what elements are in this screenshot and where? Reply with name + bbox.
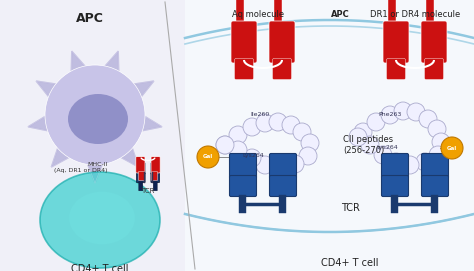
FancyBboxPatch shape (138, 172, 145, 180)
Circle shape (441, 137, 463, 159)
Circle shape (419, 110, 437, 128)
Circle shape (407, 103, 425, 121)
Text: APC: APC (76, 12, 104, 25)
FancyBboxPatch shape (229, 153, 256, 179)
Ellipse shape (40, 172, 160, 268)
FancyBboxPatch shape (139, 182, 143, 191)
Bar (431, 195, 438, 213)
Text: MHC-II
(Aq, DR1 or DR4): MHC-II (Aq, DR1 or DR4) (55, 162, 108, 173)
Circle shape (401, 156, 419, 174)
Ellipse shape (45, 65, 145, 165)
Text: Aq molecule: Aq molecule (232, 10, 284, 19)
Circle shape (256, 114, 274, 132)
Circle shape (394, 102, 412, 120)
FancyBboxPatch shape (270, 176, 297, 196)
FancyBboxPatch shape (382, 176, 409, 196)
Bar (0, 0, 185, 271)
Circle shape (301, 134, 319, 152)
FancyBboxPatch shape (383, 21, 409, 63)
FancyBboxPatch shape (137, 173, 145, 182)
FancyBboxPatch shape (386, 59, 405, 79)
FancyBboxPatch shape (269, 21, 295, 63)
Circle shape (243, 149, 261, 167)
Circle shape (286, 155, 304, 173)
Circle shape (243, 118, 261, 136)
FancyBboxPatch shape (137, 163, 145, 174)
Circle shape (229, 141, 247, 159)
Circle shape (387, 153, 405, 171)
Circle shape (256, 156, 274, 174)
FancyBboxPatch shape (231, 21, 257, 63)
Circle shape (354, 123, 372, 141)
Circle shape (293, 123, 311, 141)
Text: Ile260: Ile260 (250, 112, 270, 118)
Text: Phe263: Phe263 (378, 112, 401, 118)
Circle shape (374, 146, 392, 164)
Bar (279, 195, 286, 213)
Bar (239, 195, 246, 213)
Circle shape (269, 113, 287, 131)
Circle shape (349, 128, 367, 146)
Polygon shape (28, 51, 162, 183)
FancyBboxPatch shape (153, 182, 157, 191)
Text: Lys264: Lys264 (242, 153, 264, 157)
Circle shape (367, 113, 385, 131)
Circle shape (271, 158, 289, 176)
Text: TCR: TCR (340, 203, 359, 213)
Ellipse shape (68, 94, 128, 144)
Text: APC: APC (331, 10, 349, 19)
Circle shape (428, 120, 446, 138)
Bar (185, 0, 474, 271)
Ellipse shape (69, 192, 135, 244)
Text: CII peptides
(256-270): CII peptides (256-270) (343, 135, 393, 155)
FancyBboxPatch shape (151, 173, 160, 182)
FancyBboxPatch shape (136, 157, 145, 173)
Circle shape (381, 106, 399, 124)
Text: CD4+ T cell: CD4+ T cell (321, 258, 379, 268)
Circle shape (429, 146, 447, 164)
FancyBboxPatch shape (421, 176, 448, 196)
Bar (426, 0, 434, 23)
FancyBboxPatch shape (273, 59, 292, 79)
Text: TCR: TCR (141, 188, 155, 194)
Text: Lys264: Lys264 (376, 146, 398, 150)
FancyBboxPatch shape (382, 153, 409, 179)
Text: DR1 or DR4 molecule: DR1 or DR4 molecule (370, 10, 460, 19)
Text: Gal: Gal (447, 146, 457, 150)
Text: CD4+ T cell: CD4+ T cell (71, 264, 129, 271)
FancyBboxPatch shape (152, 172, 157, 180)
Circle shape (299, 147, 317, 165)
Circle shape (216, 136, 234, 154)
Bar (391, 195, 398, 213)
FancyBboxPatch shape (151, 157, 160, 173)
FancyBboxPatch shape (421, 21, 447, 63)
Circle shape (282, 116, 300, 134)
FancyBboxPatch shape (421, 153, 448, 179)
FancyBboxPatch shape (151, 163, 160, 174)
FancyBboxPatch shape (229, 176, 256, 196)
Circle shape (361, 136, 379, 154)
FancyBboxPatch shape (425, 59, 444, 79)
Circle shape (432, 133, 450, 151)
Text: Gal: Gal (203, 154, 213, 160)
Circle shape (416, 153, 434, 171)
Circle shape (216, 136, 234, 154)
FancyBboxPatch shape (270, 153, 297, 179)
Bar (236, 0, 244, 23)
FancyBboxPatch shape (235, 59, 254, 79)
Circle shape (229, 126, 247, 144)
Bar (388, 0, 396, 23)
Circle shape (197, 146, 219, 168)
Bar (274, 0, 282, 23)
